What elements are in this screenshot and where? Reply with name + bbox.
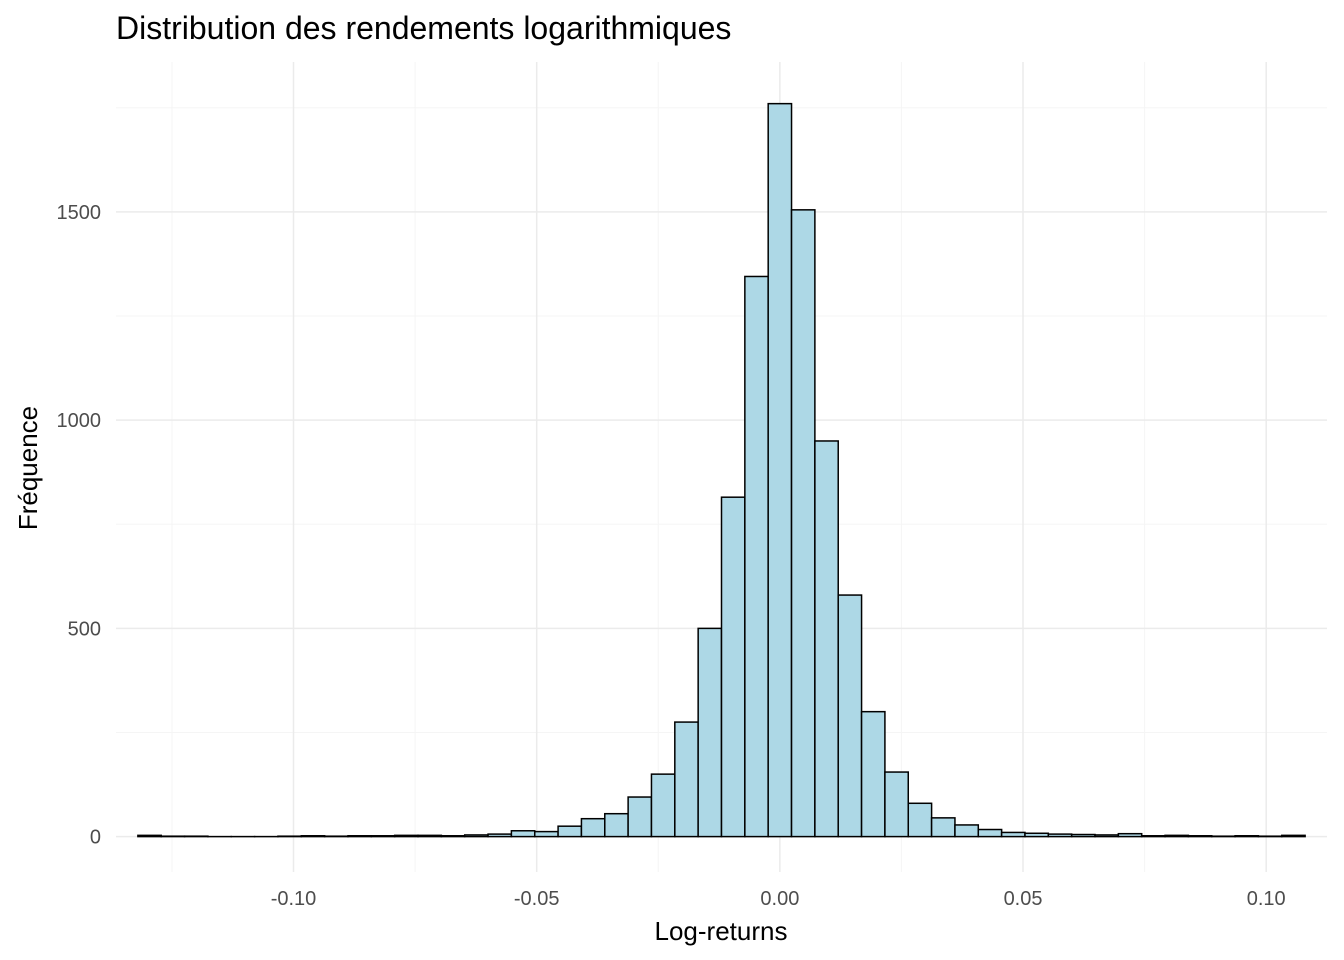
histogram-bar [1140, 835, 1166, 838]
histogram-bar [650, 773, 676, 838]
histogram-bar [1234, 835, 1260, 838]
histogram-bar [393, 834, 419, 838]
y-axis-tick-labels: 0 500 1000 1500 [57, 202, 102, 849]
histogram-bar [674, 721, 699, 838]
x-tick-label: -0.10 [271, 888, 317, 910]
histogram-bar [510, 830, 536, 838]
histogram-bar [580, 817, 606, 838]
histogram-bar [417, 834, 443, 838]
histogram-bar [767, 102, 793, 838]
x-tick-label: 0.05 [1004, 888, 1043, 910]
histogram-bar [790, 209, 816, 838]
chart-title: Distribution des rendements logarithmiqu… [116, 10, 732, 46]
histogram-bars [137, 102, 1306, 838]
histogram-bar [1164, 834, 1190, 838]
y-tick-label: 1000 [57, 410, 102, 432]
histogram-bar [977, 828, 1003, 838]
y-axis-title: Fréquence [13, 406, 43, 530]
histogram-bar [300, 835, 326, 838]
x-axis-title: Log-returns [655, 916, 788, 946]
x-tick-label: 0.10 [1247, 888, 1286, 910]
histogram-bar [697, 627, 723, 838]
x-axis-tick-labels: -0.10 -0.05 0.00 0.05 0.10 [271, 888, 1286, 910]
histogram-bar [930, 817, 956, 838]
histogram-bar [1187, 835, 1213, 838]
histogram-bar [627, 796, 653, 838]
histogram-bar [1070, 833, 1096, 838]
histogram-bar [1094, 834, 1120, 838]
histogram-bar [463, 834, 489, 838]
histogram-bar [884, 771, 910, 838]
histogram-bar [1047, 833, 1073, 838]
histogram-bar [720, 496, 746, 838]
histogram-bar [744, 275, 769, 838]
histogram-bar [557, 825, 583, 838]
histogram-bar [860, 710, 886, 838]
histogram-bar [954, 824, 980, 838]
histogram-bar [814, 440, 839, 838]
histogram-bar [1117, 832, 1143, 838]
histogram-bar [1024, 832, 1050, 838]
histogram-bar [137, 834, 162, 838]
histogram-bar [604, 812, 629, 838]
x-tick-label: 0.00 [760, 888, 799, 910]
histogram-bar [1281, 834, 1306, 838]
histogram-bar [533, 830, 559, 838]
histogram-bar [907, 802, 933, 838]
histogram-bar [837, 594, 863, 838]
x-tick-label: -0.05 [514, 888, 560, 910]
histogram-bar [370, 835, 396, 838]
y-tick-label: 500 [68, 618, 101, 640]
histogram-bar [1000, 831, 1026, 838]
histogram-bar [440, 835, 466, 838]
histogram-bar [487, 833, 513, 838]
histogram-bar [347, 835, 373, 838]
y-tick-label: 0 [90, 827, 101, 849]
y-tick-label: 1500 [57, 202, 102, 224]
